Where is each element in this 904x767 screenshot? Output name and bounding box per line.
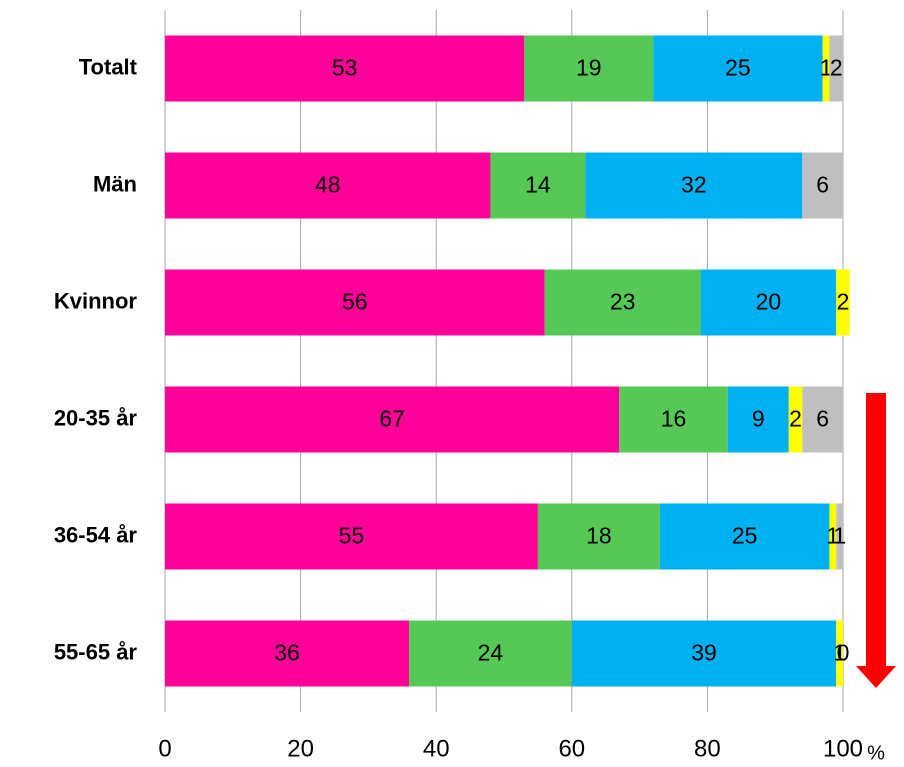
data-label: 6: [816, 406, 829, 432]
bar-segment: [700, 269, 837, 336]
data-label: 2: [830, 55, 843, 81]
trend-arrow: [856, 393, 896, 688]
data-label: 67: [379, 406, 405, 432]
bar-segment: [836, 503, 843, 570]
data-label: 20: [756, 289, 782, 315]
bar-segment: [727, 386, 789, 453]
category-label: 55-65 år: [54, 639, 138, 664]
data-label: 6: [816, 172, 829, 198]
bar-segment: [802, 386, 843, 453]
data-label: 36: [274, 640, 300, 666]
data-label: 2: [837, 289, 850, 315]
bar-segment: [165, 386, 620, 453]
data-label: 16: [661, 406, 687, 432]
bar-segment: [659, 503, 830, 570]
data-label: 48: [315, 172, 341, 198]
x-tick-label: 80: [694, 735, 721, 762]
bar-segment: [409, 620, 572, 687]
data-label: 32: [681, 172, 707, 198]
bar-segment: [165, 269, 545, 336]
bar-segment: [619, 386, 728, 453]
bar-segment: [571, 620, 837, 687]
data-label: 23: [610, 289, 636, 315]
category-label: Kvinnor: [54, 288, 138, 313]
data-label: 14: [525, 172, 551, 198]
bar-segment: [165, 503, 538, 570]
bar-segment: [165, 152, 491, 219]
bar-segment: [829, 35, 843, 102]
bar-segment: [165, 35, 525, 102]
data-label: 1: [833, 523, 846, 549]
category-label: 20-35 år: [54, 405, 138, 430]
bar-segment: [490, 152, 586, 219]
category-label: Män: [93, 171, 137, 196]
x-tick-label: 0: [158, 735, 171, 762]
x-axis-unit: %: [867, 742, 885, 764]
data-label: 53: [332, 55, 358, 81]
x-tick-label: 20: [287, 735, 314, 762]
data-label: 24: [478, 640, 504, 666]
data-label: 25: [725, 55, 751, 81]
x-tick-label: 40: [423, 735, 450, 762]
bar-segment: [829, 503, 837, 570]
data-label: 1: [826, 523, 839, 549]
bar-segment: [653, 35, 823, 102]
data-label: 19: [576, 55, 602, 81]
bar-segment: [537, 503, 660, 570]
x-tick-label: 60: [558, 735, 585, 762]
data-label: 9: [752, 406, 765, 432]
data-label: 1: [820, 55, 833, 81]
data-label: 1: [833, 640, 846, 666]
category-label: Totalt: [79, 54, 138, 79]
data-label: 25: [732, 523, 758, 549]
category-label: 36-54 år: [54, 522, 138, 547]
data-label: 0: [837, 640, 850, 666]
data-label: 56: [342, 289, 368, 315]
bar-segment: [585, 152, 803, 219]
bar-segment: [822, 35, 830, 102]
bar-segment: [802, 152, 843, 219]
bar-segment: [165, 620, 410, 687]
data-label: 39: [691, 640, 717, 666]
bar-segment: [836, 620, 843, 687]
x-tick-label: 100: [823, 735, 863, 762]
bar-segment: [524, 35, 654, 102]
bar-segment: [788, 386, 803, 453]
bar-segment: [836, 269, 850, 336]
data-label: 2: [789, 406, 802, 432]
bar-segment: [544, 269, 701, 336]
data-label: 55: [339, 523, 365, 549]
data-label: 18: [586, 523, 612, 549]
